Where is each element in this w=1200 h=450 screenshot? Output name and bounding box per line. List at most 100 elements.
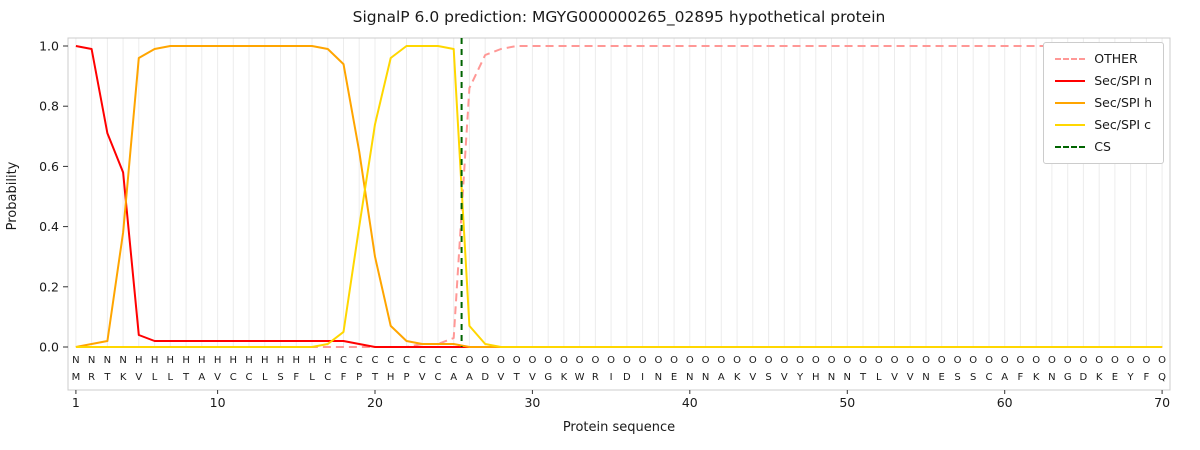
- region-label: O: [1142, 355, 1150, 366]
- residue-letter: W: [575, 372, 585, 383]
- region-label: O: [465, 355, 473, 366]
- chart-layers: 0.00.20.40.60.81.01 10 20 30 40 50 60 70N N N N H H H…: [39, 37, 1171, 410]
- residue-letter: A: [1001, 372, 1008, 383]
- residue-letter: R: [88, 372, 95, 383]
- region-label: O: [749, 355, 757, 366]
- residue-letter: V: [497, 372, 504, 383]
- y-tick-label: 0.8: [39, 99, 59, 114]
- residue-letter: V: [135, 372, 142, 383]
- x-tick-label: 1: [72, 395, 80, 410]
- region-label: H: [167, 355, 175, 366]
- residue-letter: T: [513, 372, 521, 383]
- region-label: O: [1048, 355, 1056, 366]
- residue-letter: N: [655, 372, 662, 383]
- residue-letter: D: [623, 372, 631, 383]
- region-label: O: [639, 355, 647, 366]
- series-line-sec-spi-h: [75, 45, 1163, 348]
- residue-letter: F: [1018, 372, 1024, 383]
- legend-line-swatch: [1055, 146, 1086, 148]
- x-tick-label: 50: [839, 395, 855, 410]
- residue-letter: T: [182, 372, 190, 383]
- residue-letter: Q: [1158, 372, 1166, 383]
- region-label: O: [922, 355, 930, 366]
- region-label: H: [135, 355, 143, 366]
- residue-letter: H: [387, 372, 395, 383]
- residue-letter: E: [671, 372, 677, 383]
- residue-letter: T: [103, 372, 111, 383]
- residue-letter: E: [1112, 372, 1118, 383]
- residue-letter: N: [922, 372, 929, 383]
- region-label: C: [372, 355, 379, 366]
- region-label: O: [843, 355, 851, 366]
- residue-letter: C: [324, 372, 331, 383]
- region-label: O: [702, 355, 710, 366]
- residue-letter: G: [544, 372, 552, 383]
- region-label: O: [1032, 355, 1040, 366]
- legend-item-sec-spi-h: Sec/SPI h: [1055, 95, 1152, 111]
- residue-letter: L: [309, 372, 315, 383]
- residue-letter: Y: [1127, 372, 1135, 383]
- region-label: O: [796, 355, 804, 366]
- region-label: O: [733, 355, 741, 366]
- region-label: O: [560, 355, 568, 366]
- residue-letter: F: [1144, 372, 1150, 383]
- residue-letter: K: [120, 372, 127, 383]
- region-label: O: [686, 355, 694, 366]
- region-label: O: [654, 355, 662, 366]
- legend-line-swatch: [1055, 102, 1086, 104]
- y-tick-label: 0.0: [39, 340, 59, 355]
- residue-letter: K: [734, 372, 741, 383]
- residue-letter: V: [529, 372, 536, 383]
- region-label: O: [607, 355, 615, 366]
- region-label: O: [576, 355, 584, 366]
- residue-letter: C: [230, 372, 237, 383]
- residue-letter: A: [450, 372, 457, 383]
- residue-letter: Y: [796, 372, 804, 383]
- residue-letter: N: [1048, 372, 1055, 383]
- region-label: O: [717, 355, 725, 366]
- region-label: O: [591, 355, 599, 366]
- region-label: O: [1079, 355, 1087, 366]
- region-label: C: [435, 355, 442, 366]
- region-label: H: [151, 355, 159, 366]
- legend-label: Sec/SPI h: [1094, 95, 1152, 110]
- residue-letter: C: [435, 372, 442, 383]
- y-tick-label: 0.4: [39, 219, 59, 234]
- region-label: O: [859, 355, 867, 366]
- residue-letter: T: [371, 372, 379, 383]
- region-label: O: [906, 355, 914, 366]
- residue-letter: K: [561, 372, 568, 383]
- series-line-sec-spi-c: [75, 45, 1163, 348]
- region-label: O: [780, 355, 788, 366]
- region-label: O: [623, 355, 631, 366]
- legend-label: Sec/SPI c: [1094, 117, 1151, 132]
- region-label: H: [324, 355, 332, 366]
- legend-box: OTHER Sec/SPI n Sec/SPI h Sec/SPI c CS: [1043, 42, 1164, 164]
- residue-letter: S: [954, 372, 960, 383]
- legend-item-sec-spi-c: Sec/SPI c: [1055, 117, 1152, 133]
- residue-letter: S: [765, 372, 771, 383]
- y-axis-title: Probability: [5, 161, 20, 230]
- region-label: O: [1111, 355, 1119, 366]
- region-label: O: [513, 355, 521, 366]
- legend-label: CS: [1094, 139, 1111, 154]
- region-label: O: [497, 355, 505, 366]
- x-tick-label: 10: [210, 395, 226, 410]
- region-label: N: [72, 355, 79, 366]
- residue-letter: I: [610, 372, 613, 383]
- region-label: H: [308, 355, 316, 366]
- residue-letter: N: [686, 372, 693, 383]
- region-label: O: [828, 355, 836, 366]
- region-label: O: [1158, 355, 1166, 366]
- region-label: O: [1016, 355, 1024, 366]
- region-label: O: [528, 355, 536, 366]
- residue-letter: S: [277, 372, 283, 383]
- residue-letter: L: [152, 372, 158, 383]
- region-label: C: [403, 355, 410, 366]
- x-tick-label: 60: [997, 395, 1013, 410]
- region-label: O: [1095, 355, 1103, 366]
- residue-letter: V: [749, 372, 756, 383]
- series-line-other: [75, 45, 1163, 348]
- region-label: C: [340, 355, 347, 366]
- region-label: O: [670, 355, 678, 366]
